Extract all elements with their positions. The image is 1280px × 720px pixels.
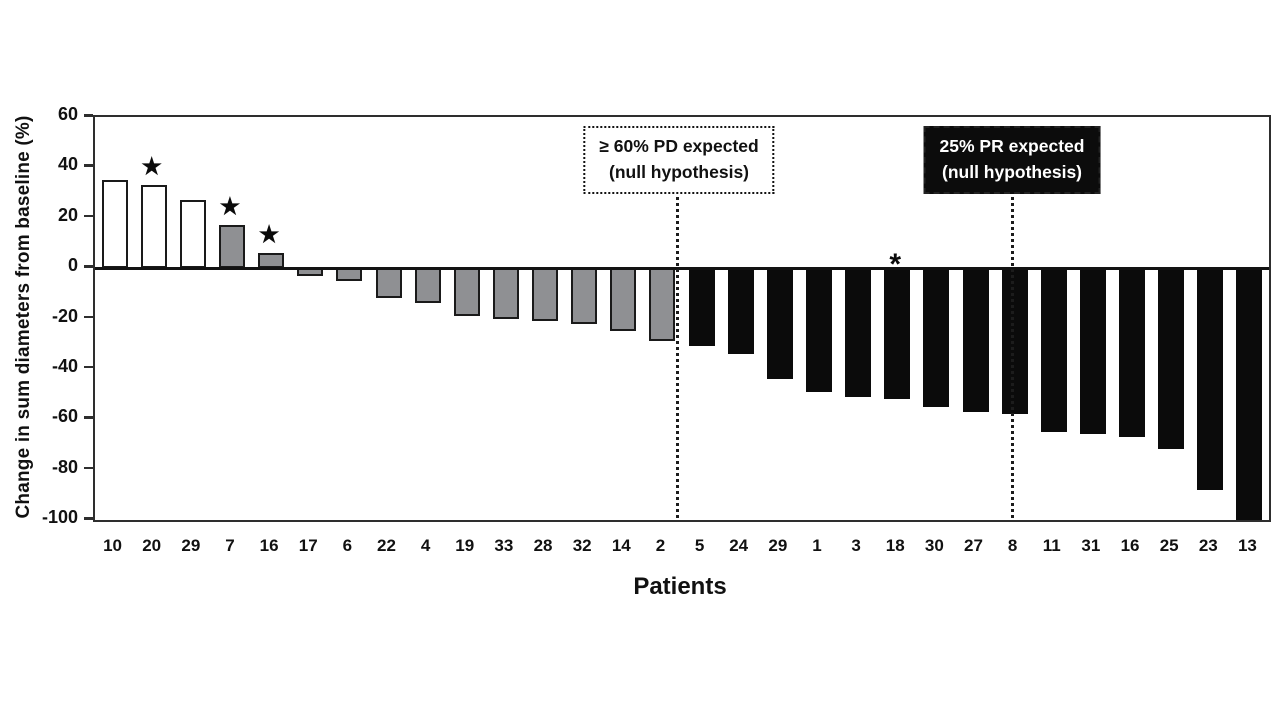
x-tick-label-patient-20: 20 [142, 536, 162, 555]
y-tick-label: 20 [57, 204, 78, 225]
patient-bar-2 [649, 268, 676, 342]
pd-box-line1: ≥ 60% PD expected [599, 136, 759, 156]
patient-bar-14 [610, 268, 637, 332]
x-tick-label-patient-4: 4 [420, 536, 431, 555]
significance-star-icon: ★ [141, 153, 162, 179]
patient-bar-18 [884, 268, 911, 400]
pr-box-line2: (null hypothesis) [942, 162, 1082, 183]
patient-bar-32 [571, 268, 598, 324]
patient-bar-31 [1079, 268, 1106, 435]
zero-line [95, 266, 1269, 270]
y-axis-tick-mark [84, 517, 93, 520]
significance-star-icon: * [889, 248, 902, 282]
y-axis-tick-mark [84, 214, 93, 218]
x-tick-label-patient-11: 11 [1042, 536, 1061, 555]
x-tick-label-patient-30: 30 [924, 536, 944, 555]
x-tick-label-patient-29: 29 [181, 536, 201, 555]
x-tick-label-patient-19: 19 [455, 536, 475, 555]
patient-bar-1 [805, 268, 832, 392]
y-axis-tick-mark [84, 315, 93, 318]
x-tick-label-patient-24: 24 [729, 536, 749, 555]
significance-star-icon: ★ [258, 221, 280, 247]
y-tick-label: -80 [51, 456, 78, 477]
pr-expected-annotation-box: 25% PR expected (null hypothesis) [923, 126, 1101, 194]
pd-divider-dotted-line [676, 186, 679, 518]
x-tick-label-patient-16: 16 [259, 536, 279, 555]
x-tick-label-patient-5: 5 [694, 536, 705, 555]
patient-bar-3 [845, 268, 872, 397]
patient-bar-28 [532, 268, 559, 322]
patient-bar-20 [140, 185, 167, 269]
y-tick-label: 40 [57, 154, 78, 175]
x-tick-label-patient-22: 22 [377, 536, 396, 555]
patient-bar-29 [179, 200, 206, 269]
patient-bar-5 [688, 268, 715, 347]
x-tick-label-patient-16: 16 [1120, 536, 1140, 555]
patient-bar-22 [375, 268, 402, 299]
x-tick-label-patient-32: 32 [572, 536, 592, 555]
patient-bar-25 [1158, 268, 1185, 450]
pd-box-line2: (null hypothesis) [609, 162, 749, 183]
patient-bar-4 [414, 268, 441, 304]
patient-bar-23 [1197, 268, 1224, 490]
significance-star-icon: ★ [219, 193, 241, 220]
patient-bar-8 [1001, 268, 1028, 415]
pd-expected-annotation-box: ≥ 60% PD expected (null hypothesis) [583, 126, 775, 194]
pr-box-line1: 25% PR expected [939, 136, 1085, 156]
x-tick-label-patient-18: 18 [885, 536, 905, 555]
patient-bar-11 [1040, 268, 1067, 432]
y-tick-label: -100 [41, 507, 78, 527]
patient-bar-10 [101, 179, 128, 269]
x-tick-label-patient-14: 14 [611, 536, 631, 555]
patient-bar-27 [962, 268, 989, 412]
patient-bar-24 [727, 268, 754, 354]
x-tick-label-patient-3: 3 [851, 536, 861, 555]
y-axis-tick-mark [84, 466, 93, 470]
x-axis-title: Patients [633, 573, 727, 600]
x-tick-label-patient-1: 1 [812, 536, 822, 555]
y-tick-label: -60 [51, 406, 78, 427]
x-tick-label-patient-10: 10 [103, 536, 123, 555]
x-tick-label-patient-6: 6 [342, 536, 353, 555]
patient-bar-29 [766, 268, 793, 379]
patient-bar-6 [336, 268, 363, 281]
patient-bar-33 [492, 268, 519, 319]
patient-bar-13 [1236, 268, 1263, 520]
y-tick-label: 0 [67, 255, 78, 276]
x-tick-label-patient-28: 28 [533, 536, 553, 555]
y-axis-tick-mark [84, 114, 93, 117]
x-tick-label-patient-17: 17 [298, 536, 318, 555]
y-axis-tick-mark [84, 265, 93, 268]
y-tick-label: -40 [51, 355, 78, 376]
x-tick-label-patient-7: 7 [225, 536, 235, 555]
patient-bar-19 [453, 268, 480, 316]
patient-bar-16 [1119, 268, 1146, 437]
x-tick-label-patient-2: 2 [655, 536, 666, 555]
x-tick-label-patient-25: 25 [1159, 536, 1179, 555]
x-tick-label-patient-33: 33 [494, 536, 514, 555]
y-tick-label: 60 [57, 104, 78, 124]
x-tick-label-patient-8: 8 [1007, 536, 1018, 555]
y-axis-tick-mark [84, 416, 93, 419]
x-tick-label-patient-27: 27 [964, 536, 983, 555]
x-tick-label-patient-23: 23 [1198, 536, 1218, 555]
x-tick-label-patient-13: 13 [1237, 536, 1257, 555]
x-tick-label-patient-29: 29 [768, 536, 788, 555]
pr-divider-dotted-line [1011, 186, 1014, 518]
patient-bar-30 [923, 268, 950, 407]
y-axis-tick-mark [84, 365, 93, 369]
x-tick-label-patient-31: 31 [1081, 536, 1101, 555]
patient-bar-7 [218, 225, 245, 269]
y-axis-tick-mark [84, 164, 93, 167]
y-tick-label: -20 [51, 305, 78, 326]
